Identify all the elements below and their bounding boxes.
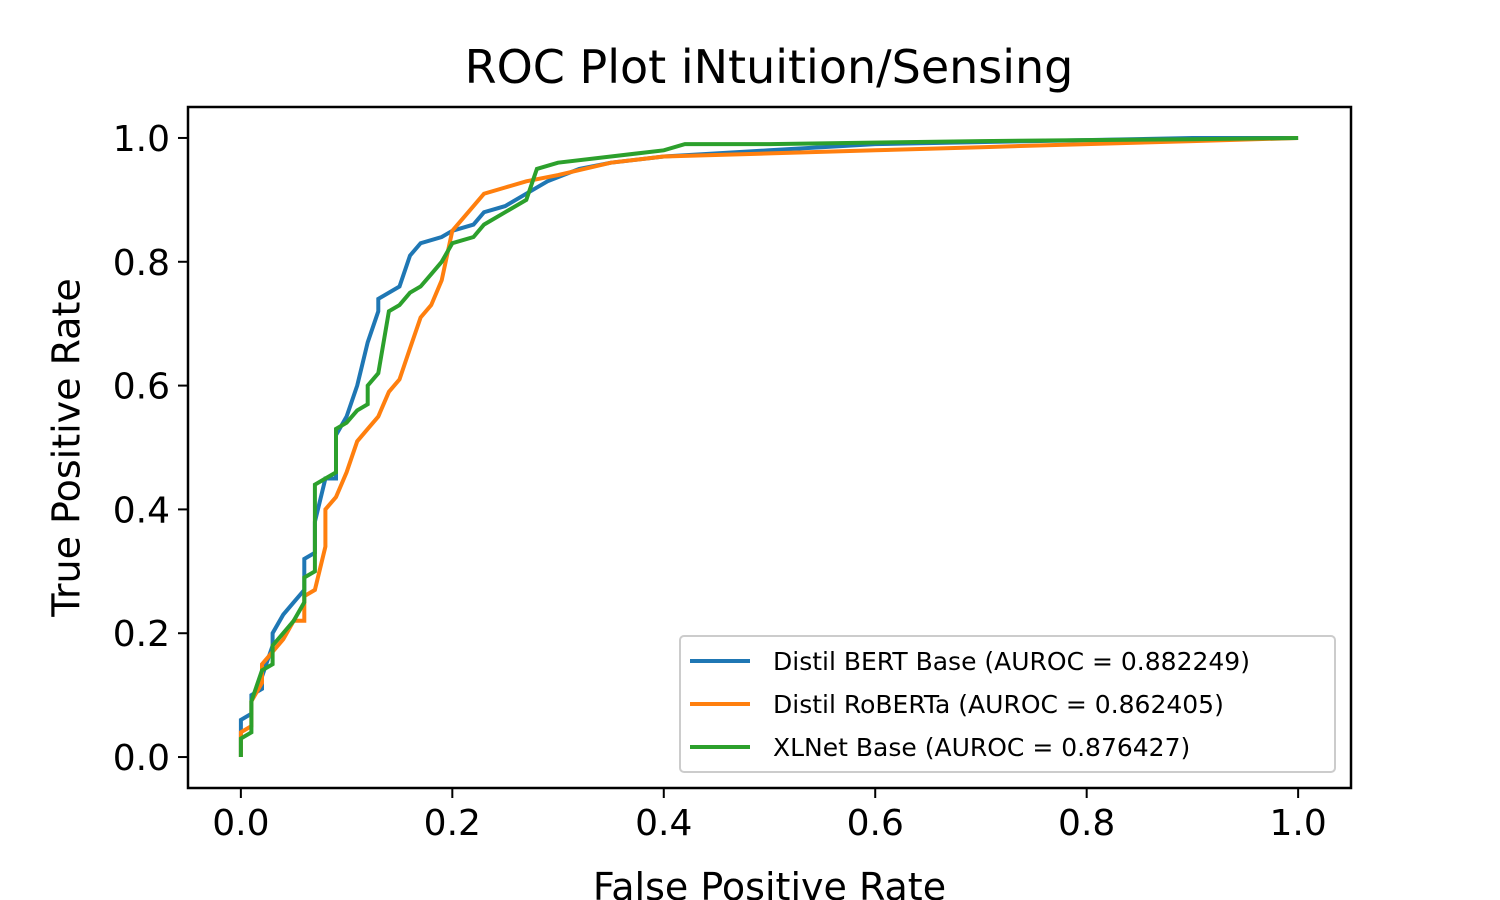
y-tick-label: 0.6 <box>113 367 170 408</box>
y-axis-label: True Positive Rate <box>44 278 88 618</box>
y-tick-label: 0.2 <box>113 614 170 655</box>
series-line-3 <box>238 136 1299 757</box>
legend-label-3: XLNet Base (AUROC = 0.876427) <box>773 733 1190 762</box>
legend-label-1: Distil BERT Base (AUROC = 0.882249) <box>773 647 1250 676</box>
x-tick-label: 1.0 <box>1270 803 1327 844</box>
chart-title: ROC Plot iNtuition/Sensing <box>465 40 1074 94</box>
x-tick-label: 0.2 <box>424 803 481 844</box>
legend: Distil BERT Base (AUROC = 0.882249) Disti… <box>679 635 1336 773</box>
x-tick-label: 0.8 <box>1058 803 1115 844</box>
legend-label-2: Distil RoBERTa (AUROC = 0.862405) <box>773 690 1224 719</box>
y-tick-label: 0.4 <box>113 490 170 531</box>
x-tick-label: 0.0 <box>212 803 269 844</box>
legend-box <box>679 635 1336 773</box>
axis-ticks: 0.0 0.2 0.4 0.6 0.8 1.0 0.0 0.2 0.4 0.6 0.8 1.0 <box>113 119 1327 844</box>
plot-area <box>238 136 1299 757</box>
plot-frame <box>186 105 1353 790</box>
y-tick-label: 0.8 <box>113 243 170 284</box>
series-line-2 <box>238 136 1299 757</box>
x-axis-label: False Positive Rate <box>593 865 946 900</box>
x-tick-label: 0.6 <box>847 803 904 844</box>
x-tick-label: 0.4 <box>635 803 692 844</box>
y-tick-label: 1.0 <box>113 119 170 160</box>
y-tick-label: 0.0 <box>113 738 170 779</box>
